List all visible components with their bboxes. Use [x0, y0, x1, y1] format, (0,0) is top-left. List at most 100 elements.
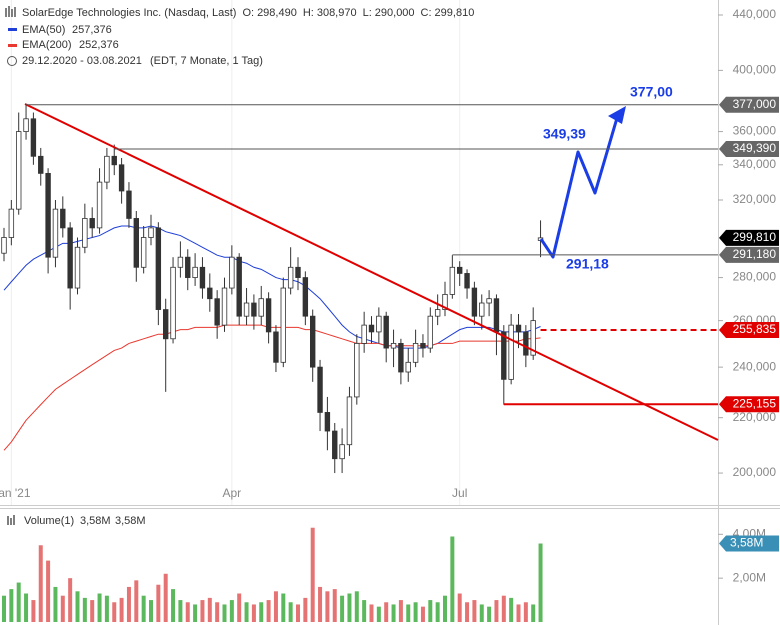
volume-bar: [273, 591, 278, 622]
volume-bar: [134, 580, 139, 622]
candle-body: [126, 190, 132, 219]
candle-body: [243, 302, 250, 317]
legend-swatch: [8, 28, 17, 31]
projection-label: 349,39: [543, 126, 586, 142]
volume-bar: [391, 604, 396, 622]
summary-value: 308,970: [317, 7, 357, 19]
volume-bar: [465, 602, 470, 622]
candle-body: [368, 324, 375, 333]
volume-bar: [354, 591, 359, 622]
candle-body: [251, 302, 257, 317]
volume-bar: [296, 604, 300, 622]
volume-bar: [82, 597, 87, 622]
candle-body: [471, 287, 478, 317]
candle-body: [449, 266, 456, 295]
trend-line: [24, 103, 719, 441]
volume-bar: [281, 593, 286, 622]
volume-bar: [163, 573, 168, 622]
candle-body: [23, 118, 29, 132]
icon: [7, 515, 15, 525]
volume-bar: [112, 602, 117, 622]
y-tick-label: 280,000: [733, 270, 777, 284]
volume-bar: [288, 602, 293, 622]
icon: [5, 6, 16, 17]
volume-bar: [178, 600, 183, 622]
candle-body: [155, 227, 162, 310]
volume-bar: [9, 589, 14, 622]
volume-legend: 3,58M: [115, 515, 146, 527]
period: 29.12.2020 - 03.08.2021: [22, 55, 142, 67]
y-tick-label: 2,00M: [733, 570, 766, 584]
volume-bar: [384, 602, 389, 622]
candle-body: [442, 294, 448, 310]
period-note: (EDT, 7 Monate, 1 Tag): [150, 55, 263, 67]
volume-bar: [472, 600, 477, 622]
volume-bar: [531, 604, 536, 622]
header-line: SolarEdge Technologies Inc. (Nasdaq, Las…: [22, 7, 474, 19]
level-label: 299,810: [733, 230, 777, 244]
volume-legend: 3,58M: [80, 515, 111, 527]
volume-bar: [244, 602, 249, 622]
candle-body: [456, 266, 463, 274]
level-box: [719, 246, 779, 263]
candle-body: [376, 315, 382, 333]
candle-body: [302, 277, 309, 317]
candle-body: [199, 266, 206, 289]
volume-bar: [310, 527, 315, 622]
volume-bar: [420, 606, 425, 622]
volume-bar: [266, 600, 271, 622]
summary-value: 298,490: [257, 7, 297, 19]
volume-bar: [487, 606, 492, 622]
summary-key: H:: [303, 7, 314, 19]
volume-bar: [398, 600, 403, 622]
y-tick-label: 320,000: [733, 192, 777, 206]
volume-bar: [340, 595, 345, 622]
candle-body: [339, 444, 345, 460]
level-box: [719, 396, 779, 413]
volume-bar: [38, 545, 43, 622]
candle-body: [515, 324, 522, 333]
candle-body: [280, 287, 286, 363]
candle-body: [67, 227, 73, 289]
y-tick-label: 400,000: [733, 63, 777, 77]
candle-body: [273, 331, 279, 363]
volume-bar: [443, 595, 447, 622]
y-tick-label: 360,000: [733, 124, 777, 138]
volume-bar: [104, 595, 109, 622]
volume-bar: [332, 589, 337, 622]
candle-body: [287, 266, 294, 289]
level-box: [719, 140, 779, 157]
candle-body: [405, 361, 411, 373]
summary-value: 290,000: [375, 7, 415, 19]
volume-bar: [413, 602, 418, 622]
candle-body: [501, 331, 507, 380]
candle-body: [214, 298, 220, 326]
candle-body: [354, 343, 360, 398]
candle-body: [221, 287, 228, 326]
candle-body: [118, 164, 125, 192]
candle-body: [185, 256, 191, 278]
volume-bar: [259, 602, 264, 622]
current-volume-label: 3,58M: [730, 536, 763, 550]
candle-body: [192, 266, 198, 278]
volume-bar: [516, 604, 521, 622]
candle-body: [60, 208, 66, 229]
volume-bar: [479, 604, 484, 622]
volume-bar: [318, 586, 323, 622]
candle-body: [148, 227, 154, 238]
volume-bar: [193, 604, 198, 622]
volume-bar: [2, 595, 6, 622]
volume-bar: [68, 578, 73, 622]
legend-name: EMA(200): [22, 39, 72, 51]
summary-value: 299,810: [435, 7, 475, 19]
volume-title: Volume(1): [24, 515, 74, 527]
level-label: 349,390: [733, 141, 777, 155]
candle-body: [464, 273, 470, 289]
candle-body: [96, 181, 103, 229]
volume-bar: [406, 604, 411, 622]
volume-bar: [207, 597, 212, 622]
candle-body: [420, 343, 426, 349]
volume-bar: [538, 543, 543, 622]
candle-body: [38, 155, 44, 174]
